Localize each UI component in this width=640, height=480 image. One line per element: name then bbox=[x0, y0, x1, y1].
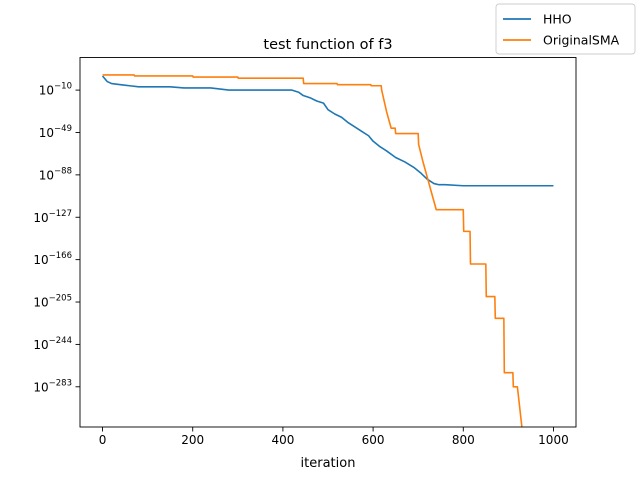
legend-box bbox=[495, 3, 636, 55]
y-tick-label: 10−127 bbox=[33, 209, 72, 225]
x-tick-label: 1000 bbox=[538, 433, 569, 447]
y-tick-label: 10−205 bbox=[33, 294, 72, 310]
chart-title: test function of f3 bbox=[263, 37, 392, 53]
axes-frame bbox=[79, 57, 577, 428]
y-tick-label: 10−166 bbox=[33, 251, 72, 267]
x-tick-label: 200 bbox=[181, 433, 204, 447]
y-tick-label: 10−283 bbox=[33, 378, 72, 394]
x-ticks: 0 200 400 600 800 1000 bbox=[99, 427, 569, 447]
x-tick-label: 800 bbox=[452, 433, 475, 447]
x-tick-label: 0 bbox=[99, 433, 107, 447]
series-line-originalsma bbox=[102, 74, 523, 427]
y-tick-label: 10−10 bbox=[39, 82, 72, 98]
x-tick-label: 400 bbox=[271, 433, 294, 447]
legend: HHO OriginalSMA bbox=[495, 3, 636, 55]
x-tick-label: 600 bbox=[362, 433, 385, 447]
legend-label-hho: HHO bbox=[543, 12, 572, 27]
y-tick-label: 10−88 bbox=[39, 166, 72, 182]
y-tick-label: 10−49 bbox=[39, 124, 72, 140]
y-ticks: 10−10 10−49 10−88 10−127 10−166 10−205 10−244 1… bbox=[33, 82, 80, 394]
legend-label-originalsma: OriginalSMA bbox=[543, 33, 620, 48]
x-axis-label: iteration bbox=[301, 456, 356, 471]
series-line-hho bbox=[101, 75, 554, 187]
y-tick-label: 10−244 bbox=[33, 336, 72, 352]
plot-lines bbox=[101, 74, 554, 427]
